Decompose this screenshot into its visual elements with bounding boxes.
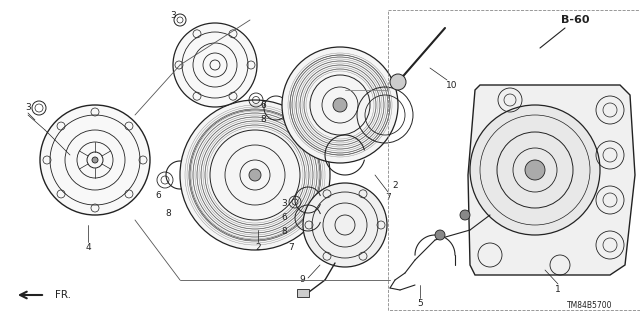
Text: 3: 3	[281, 199, 287, 209]
Circle shape	[173, 23, 257, 107]
Text: TM84B5700: TM84B5700	[567, 300, 612, 309]
Bar	[297, 289, 309, 297]
Text: 5: 5	[417, 300, 423, 308]
Polygon shape	[468, 85, 635, 275]
Circle shape	[249, 169, 261, 181]
Text: 9: 9	[299, 276, 305, 285]
Text: FR.: FR.	[55, 290, 71, 300]
Circle shape	[333, 98, 347, 112]
Text: B-60: B-60	[561, 15, 589, 25]
Text: 8: 8	[165, 209, 171, 218]
Text: 3: 3	[170, 11, 176, 20]
Text: 6: 6	[155, 190, 161, 199]
Text: 6: 6	[281, 213, 287, 222]
Text: 2: 2	[392, 181, 398, 189]
Text: 4: 4	[85, 243, 91, 253]
Circle shape	[282, 47, 398, 163]
Circle shape	[303, 183, 387, 267]
Circle shape	[180, 100, 330, 250]
Text: 8: 8	[281, 227, 287, 236]
Circle shape	[460, 210, 470, 220]
Circle shape	[92, 157, 98, 163]
Circle shape	[40, 105, 150, 215]
Text: 3: 3	[25, 103, 31, 113]
Text: 7: 7	[288, 242, 294, 251]
Text: 7: 7	[385, 194, 391, 203]
Circle shape	[435, 230, 445, 240]
Text: 6: 6	[260, 100, 266, 109]
Text: 10: 10	[446, 80, 458, 90]
Text: 1: 1	[555, 286, 561, 294]
Text: 8: 8	[260, 115, 266, 124]
Text: 2: 2	[255, 243, 261, 253]
Circle shape	[390, 74, 406, 90]
Circle shape	[470, 105, 600, 235]
Circle shape	[525, 160, 545, 180]
Bar	[388, 10, 640, 310]
